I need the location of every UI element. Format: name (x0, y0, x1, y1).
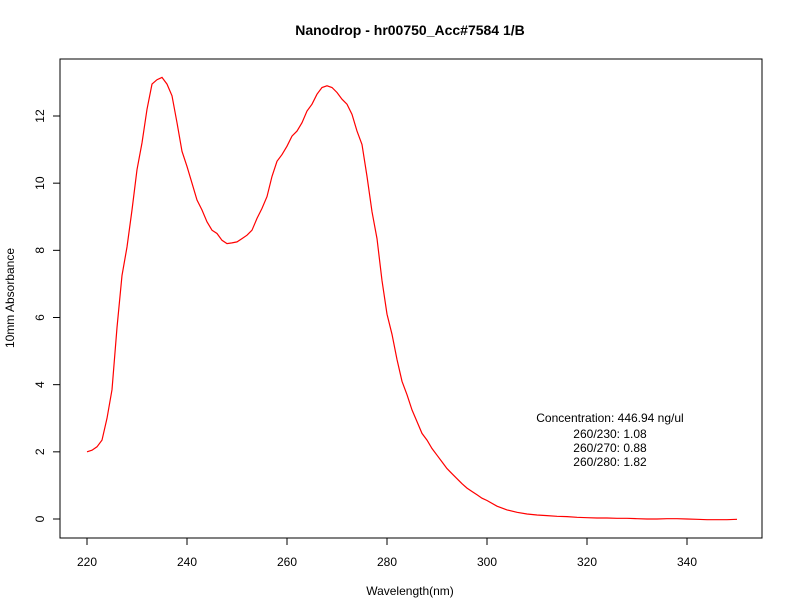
x-tick-label: 240 (177, 555, 197, 569)
ratio-260-270-label: 260/270: 0.88 (573, 441, 647, 455)
y-tick-label: 8 (33, 247, 47, 254)
chart-title: Nanodrop - hr00750_Acc#7584 1/B (295, 22, 525, 38)
y-tick-label: 12 (33, 109, 47, 123)
ratio-260-280-label: 260/280: 1.82 (573, 455, 647, 469)
x-tick-label: 260 (277, 555, 297, 569)
x-axis-label: Wavelength(nm) (366, 584, 454, 598)
x-tick-label: 320 (577, 555, 597, 569)
stats-annotation: Concentration: 446.94 ng/ul 260/230: 1.0… (536, 411, 683, 469)
y-axis-label: 10mm Absorbance (3, 248, 17, 348)
absorbance-line (86, 76, 738, 521)
y-tick-label: 0 (33, 515, 47, 522)
y-axis: 0 2 4 6 8 10 12 (33, 109, 61, 522)
x-tick-label: 280 (377, 555, 397, 569)
y-tick-label: 10 (33, 176, 47, 190)
plot-frame (59, 58, 763, 539)
concentration-label: Concentration: 446.94 ng/ul (536, 411, 683, 425)
x-axis: 220 240 260 280 300 320 340 (77, 537, 697, 569)
y-tick-label: 6 (33, 314, 47, 321)
ratio-260-230-label: 260/230: 1.08 (573, 427, 647, 441)
y-tick-label: 4 (33, 381, 47, 388)
y-tick-label: 2 (33, 448, 47, 455)
x-tick-label: 220 (77, 555, 97, 569)
x-tick-label: 340 (677, 555, 697, 569)
x-tick-label: 300 (477, 555, 497, 569)
